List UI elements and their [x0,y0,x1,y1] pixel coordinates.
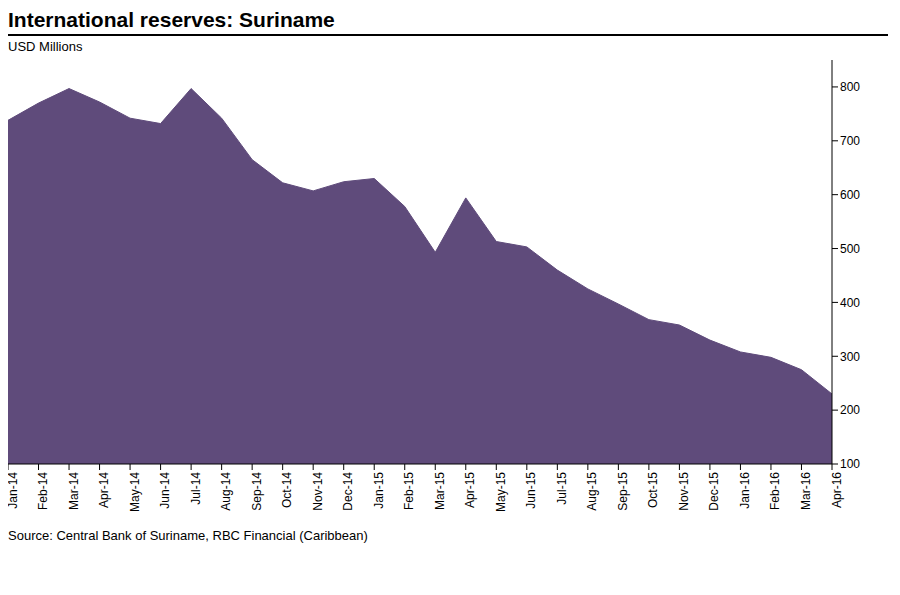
svg-text:Nov-14: Nov-14 [311,472,325,511]
svg-text:Jul-14: Jul-14 [189,472,203,505]
svg-text:Jun-14: Jun-14 [158,472,172,509]
svg-text:Apr-14: Apr-14 [97,472,111,508]
svg-text:500: 500 [840,242,860,256]
svg-text:Apr-16: Apr-16 [830,472,844,508]
svg-text:May-15: May-15 [494,472,508,512]
svg-text:700: 700 [840,134,860,148]
svg-text:100: 100 [840,457,860,471]
svg-text:Jul-15: Jul-15 [555,472,569,505]
svg-text:Mar-14: Mar-14 [67,472,81,510]
svg-text:800: 800 [840,80,860,94]
svg-text:Aug-15: Aug-15 [585,472,599,511]
svg-text:Apr-15: Apr-15 [463,472,477,508]
svg-text:Sep-15: Sep-15 [616,472,630,511]
svg-text:200: 200 [840,403,860,417]
svg-text:Sep-14: Sep-14 [250,472,264,511]
html-text:International reserves: Surina: International reserves: Suriname [8,8,335,31]
svg-text:Feb-16: Feb-16 [768,472,782,510]
svg-text:Mar-16: Mar-16 [799,472,813,510]
svg-text:Oct-14: Oct-14 [280,472,294,508]
svg-text:Oct-15: Oct-15 [646,472,660,508]
svg-text:Dec-15: Dec-15 [707,472,721,511]
svg-text:300: 300 [840,350,860,364]
svg-text:Feb-14: Feb-14 [36,472,50,510]
svg-text:Mar-15: Mar-15 [433,472,447,510]
svg-text:400: 400 [840,296,860,310]
svg-text:Jan-14: Jan-14 [8,472,20,509]
svg-text:May-14: May-14 [128,472,142,512]
svg-text:Dec-14: Dec-14 [341,472,355,511]
svg-text:Nov-15: Nov-15 [677,472,691,511]
svg-text:600: 600 [840,188,860,202]
html-text:USD Millions: USD Millions [8,39,83,54]
html-text:Source: Central Bank of Surina: Source: Central Bank of Suriname, RBC Fi… [8,528,368,543]
svg-text:Feb-15: Feb-15 [402,472,416,510]
svg-text:Aug-14: Aug-14 [219,472,233,511]
svg-text:Jan-15: Jan-15 [372,472,386,509]
svg-text:Jan-16: Jan-16 [738,472,752,509]
svg-text:Jun-15: Jun-15 [524,472,538,509]
